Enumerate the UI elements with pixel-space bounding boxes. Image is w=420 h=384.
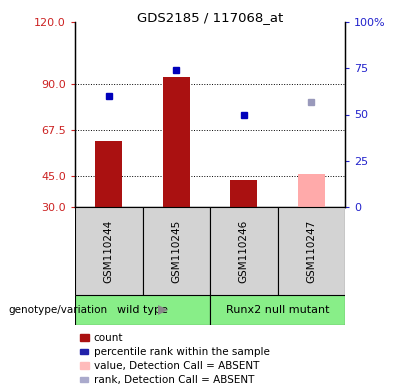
Text: GDS2185 / 117068_at: GDS2185 / 117068_at [137, 11, 283, 24]
Text: count: count [94, 333, 123, 343]
Text: GSM110246: GSM110246 [239, 219, 249, 283]
Bar [142, 207, 210, 295]
Text: percentile rank within the sample: percentile rank within the sample [94, 347, 270, 357]
Bar [278, 207, 345, 295]
Text: GSM110245: GSM110245 [171, 219, 181, 283]
Bar [75, 295, 210, 325]
Text: value, Detection Call = ABSENT: value, Detection Call = ABSENT [94, 361, 259, 371]
Text: rank, Detection Call = ABSENT: rank, Detection Call = ABSENT [94, 375, 254, 384]
Bar [210, 207, 278, 295]
Bar [230, 180, 257, 207]
Text: wild type: wild type [117, 305, 168, 315]
Bar [95, 141, 122, 207]
Polygon shape [158, 305, 168, 315]
Text: GSM110244: GSM110244 [104, 219, 114, 283]
Bar [163, 78, 190, 207]
Bar [298, 174, 325, 207]
Text: GSM110247: GSM110247 [306, 219, 316, 283]
Bar [75, 207, 142, 295]
Text: genotype/variation: genotype/variation [8, 305, 108, 315]
Bar [210, 295, 345, 325]
Text: Runx2 null mutant: Runx2 null mutant [226, 305, 329, 315]
